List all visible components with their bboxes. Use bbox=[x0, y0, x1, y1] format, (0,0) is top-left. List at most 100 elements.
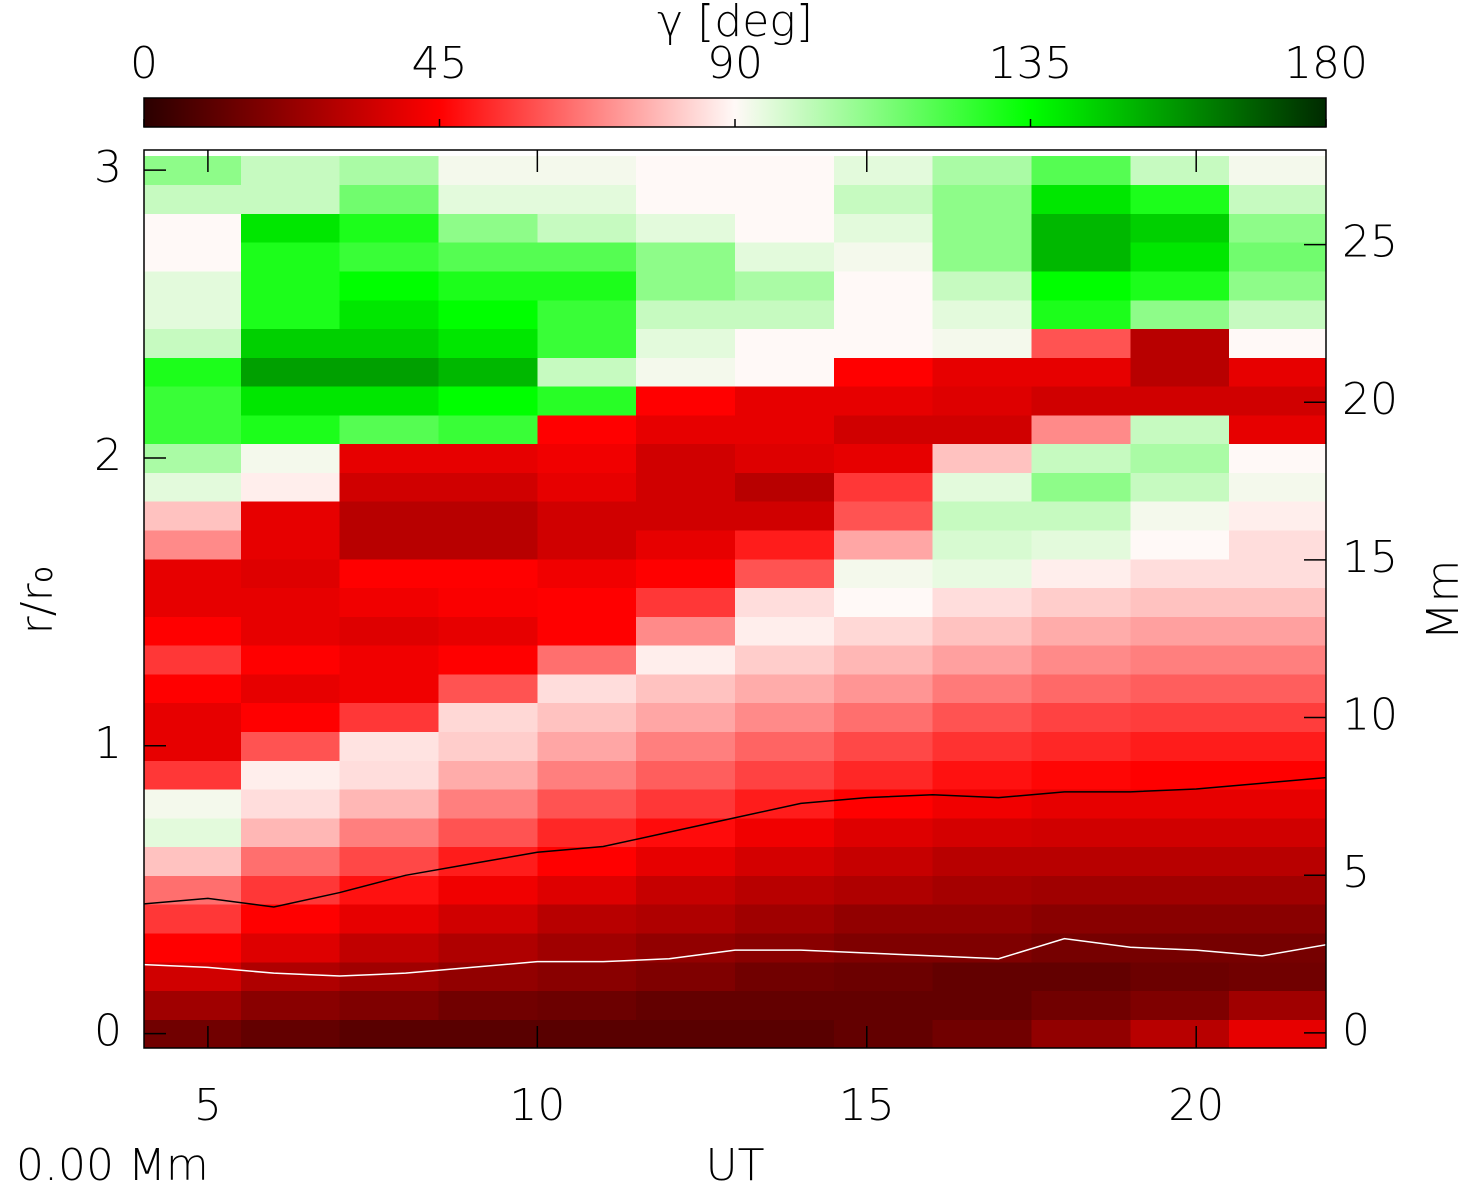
heatmap-cell bbox=[932, 616, 1033, 646]
heatmap-cell bbox=[144, 328, 242, 358]
heatmap-cell bbox=[735, 529, 835, 560]
heatmap-cell bbox=[1130, 875, 1230, 905]
heatmap-cell bbox=[339, 558, 440, 589]
heatmap-cell bbox=[1130, 645, 1230, 675]
heatmap-cell bbox=[735, 731, 835, 761]
heatmap-cell bbox=[240, 558, 341, 589]
heatmap-cell bbox=[735, 270, 835, 301]
y2-tick-label: 5 bbox=[1342, 847, 1370, 898]
heatmap-cell bbox=[833, 386, 934, 416]
x-tick-label: 15 bbox=[839, 1080, 895, 1131]
heatmap-cell bbox=[1031, 472, 1131, 502]
heatmap-cell bbox=[144, 213, 242, 243]
heatmap-cell bbox=[537, 961, 637, 992]
heatmap-cell bbox=[1031, 645, 1131, 675]
y2-tick-label: 0 bbox=[1342, 1005, 1370, 1056]
heatmap-cell bbox=[1031, 587, 1131, 617]
heatmap-cell bbox=[339, 760, 440, 790]
heatmap-cell bbox=[833, 673, 934, 704]
colorbar-tick-label: 135 bbox=[989, 38, 1073, 89]
heatmap-cell bbox=[438, 299, 538, 330]
heatmap-cell bbox=[735, 299, 835, 330]
heatmap-cell bbox=[438, 472, 538, 502]
heatmap-cell bbox=[537, 242, 637, 272]
heatmap-cell bbox=[1229, 472, 1326, 502]
heatmap-cell bbox=[339, 846, 440, 876]
x-tick-label: 20 bbox=[1168, 1080, 1224, 1131]
heatmap-cell bbox=[1130, 155, 1230, 186]
heatmap-cell bbox=[636, 443, 736, 473]
heatmap-cell bbox=[932, 904, 1033, 934]
heatmap-cell bbox=[339, 702, 440, 732]
heatmap-cell bbox=[537, 443, 637, 473]
heatmap-cell bbox=[1229, 501, 1326, 531]
x-tick-label: 5 bbox=[194, 1080, 222, 1131]
heatmap-cell bbox=[1031, 299, 1131, 330]
heatmap-cell bbox=[438, 702, 538, 732]
heatmap-cell bbox=[1229, 443, 1326, 473]
heatmap-cell bbox=[1031, 961, 1131, 992]
heatmap-cell bbox=[240, 616, 341, 646]
heatmap-cell bbox=[735, 414, 835, 445]
heatmap-cell bbox=[932, 155, 1033, 186]
heatmap-cell bbox=[833, 760, 934, 790]
y2-tick-label: 20 bbox=[1342, 374, 1398, 425]
heatmap-cell bbox=[1229, 558, 1326, 589]
heatmap-cell bbox=[438, 875, 538, 905]
heatmap-cell bbox=[537, 184, 637, 214]
heatmap-cell bbox=[1229, 386, 1326, 416]
y-axis-label: r/r₀ bbox=[12, 566, 63, 635]
heatmap-cell bbox=[1229, 904, 1326, 934]
heatmap-cell bbox=[339, 529, 440, 560]
heatmap-cell bbox=[240, 501, 341, 531]
heatmap-cell bbox=[636, 990, 736, 1020]
heatmap-cell bbox=[339, 904, 440, 934]
heatmap-cell bbox=[240, 328, 341, 358]
heatmap-cell bbox=[1229, 990, 1326, 1020]
heatmap-cell bbox=[438, 386, 538, 416]
y-tick-label: 0 bbox=[94, 1006, 122, 1057]
heatmap-cell bbox=[144, 414, 242, 445]
heatmap-cell bbox=[537, 932, 637, 963]
heatmap-cell bbox=[438, 242, 538, 272]
heatmap-cell bbox=[438, 357, 538, 387]
heatmap-cell bbox=[144, 817, 242, 848]
heatmap-cell bbox=[636, 155, 736, 186]
heatmap-cell bbox=[240, 904, 341, 934]
y2-tick-label: 10 bbox=[1342, 690, 1398, 741]
heatmap-cell bbox=[1130, 414, 1230, 445]
heatmap-cell bbox=[438, 501, 538, 531]
heatmap-cell bbox=[438, 328, 538, 358]
heatmap-cell bbox=[735, 904, 835, 934]
heatmap-cell bbox=[537, 357, 637, 387]
heatmap-cell bbox=[932, 587, 1033, 617]
heatmap-cell bbox=[1229, 357, 1326, 387]
heatmap-cell bbox=[240, 443, 341, 473]
heatmap-cell bbox=[833, 616, 934, 646]
heatmap-cell bbox=[833, 328, 934, 358]
heatmap-cell bbox=[1229, 213, 1326, 243]
heatmap-cell bbox=[1130, 357, 1230, 387]
heatmap-cell bbox=[438, 817, 538, 848]
heatmap-cell bbox=[1130, 904, 1230, 934]
heatmap-cell bbox=[240, 587, 341, 617]
heatmap-cell bbox=[1229, 529, 1326, 560]
heatmap-cell bbox=[438, 1019, 538, 1048]
heatmap-cell bbox=[1031, 184, 1131, 214]
heatmap-cell bbox=[932, 846, 1033, 876]
heatmap-cell bbox=[144, 846, 242, 876]
heatmap-cell bbox=[1031, 529, 1131, 560]
heatmap-cell bbox=[1031, 242, 1131, 272]
heatmap-cell bbox=[537, 472, 637, 502]
heatmap-cell bbox=[1031, 875, 1131, 905]
heatmap-cell bbox=[537, 558, 637, 589]
heatmap-cell bbox=[735, 213, 835, 243]
heatmap-cell bbox=[1130, 616, 1230, 646]
heatmap-cell bbox=[438, 760, 538, 790]
heatmap-cell bbox=[1031, 328, 1131, 358]
heatmap-cell bbox=[1130, 443, 1230, 473]
heatmap-cell bbox=[240, 529, 341, 560]
heatmap-cell bbox=[339, 817, 440, 848]
heatmap-cell bbox=[240, 846, 341, 876]
heatmap-cell bbox=[1229, 299, 1326, 330]
